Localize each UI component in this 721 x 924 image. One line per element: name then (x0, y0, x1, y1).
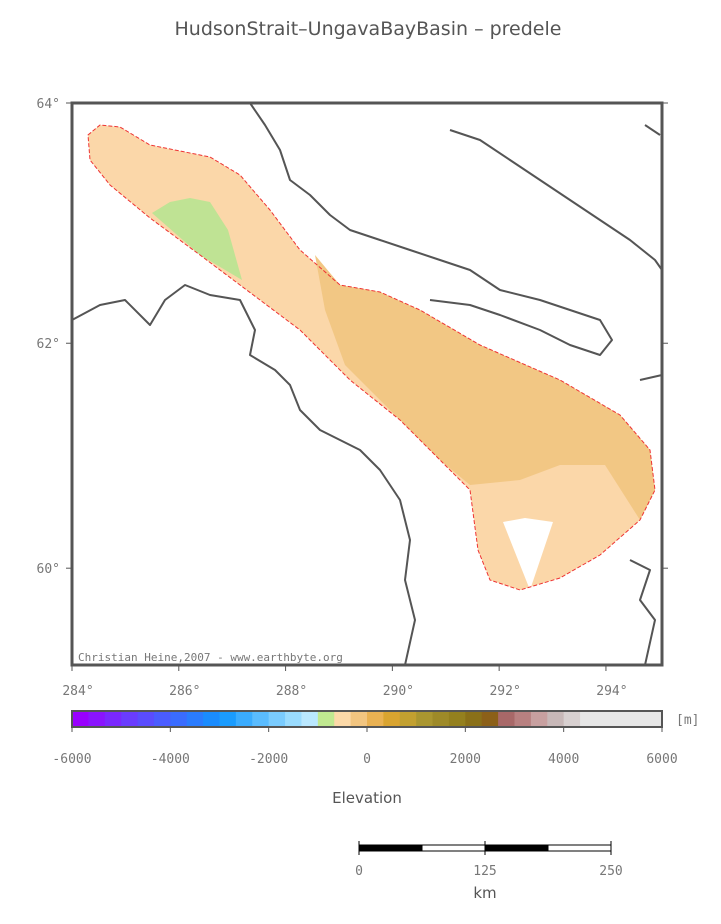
colorbar-swatch (170, 711, 188, 727)
colorbar-swatch (186, 711, 204, 727)
coastline (249, 102, 613, 356)
lat-label: 60° (37, 562, 60, 577)
basin-shallow (152, 198, 242, 280)
lon-label: 290° (383, 684, 414, 699)
coastline (629, 124, 663, 666)
lon-label: 284° (62, 684, 93, 699)
colorbar-swatch (645, 711, 663, 727)
colorbar-swatch (367, 711, 384, 727)
colorbar-swatch (498, 711, 515, 727)
colorbar-swatch (399, 711, 417, 727)
colorbar-swatch (317, 711, 335, 727)
colorbar-swatch (547, 711, 565, 727)
colorbar-swatch (383, 711, 401, 727)
colorbar-swatch (563, 711, 581, 727)
lat-label: 64° (37, 97, 60, 112)
scale-tick-label: 0 (355, 864, 363, 879)
colorbar-swatch (465, 711, 483, 727)
basin-outline (87, 124, 656, 591)
colorbar: -6000 -4000 -2000 0 2000 4000 6000 (52, 710, 678, 767)
colorbar-swatch (153, 711, 171, 727)
colorbar-swatch (448, 711, 466, 727)
basin-hole (503, 518, 553, 590)
lon-label: 292° (489, 684, 520, 699)
scale-bar: 0 125 250 (355, 841, 623, 879)
colorbar-tick-label: 0 (363, 752, 371, 767)
scale-segment (358, 844, 423, 852)
colorbar-tick-label: 4000 (548, 752, 579, 767)
scale-segment (421, 844, 486, 852)
colorbar-swatch (121, 711, 139, 727)
colorbar-swatch (416, 711, 434, 727)
scale-tick-label: 125 (473, 864, 496, 879)
lat-label: 62° (37, 337, 60, 352)
map: Christian Heine,2007 - www.earthbyte.org (70, 101, 664, 667)
colorbar-tick-label: 2000 (450, 752, 481, 767)
colorbar-swatch (235, 711, 253, 727)
colorbar-tick-label: -2000 (249, 752, 288, 767)
colorbar-swatch (629, 711, 647, 727)
colorbar-label: Elevation (332, 789, 402, 807)
colorbar-swatch (203, 711, 220, 727)
colorbar-swatch (72, 711, 89, 727)
lon-label: 294° (596, 684, 627, 699)
colorbar-swatch (432, 711, 450, 727)
basin-deep (315, 255, 655, 520)
colorbar-swatch (252, 711, 270, 727)
lon-label: 288° (276, 684, 307, 699)
colorbar-swatch (301, 711, 319, 727)
colorbar-tick-label: -4000 (151, 752, 190, 767)
scale-segment (484, 844, 549, 852)
colorbar-swatch (104, 711, 122, 727)
colorbar-swatch (596, 711, 614, 727)
scale-unit: km (473, 884, 496, 902)
colorbar-swatch (514, 711, 532, 727)
colorbar-swatch (481, 711, 499, 727)
colorbar-swatch (219, 711, 237, 727)
colorbar-swatch (612, 711, 630, 727)
scale-tick-label: 250 (599, 864, 622, 879)
title: HudsonStrait–UngavaBayBasin – predele (175, 18, 562, 40)
colorbar-swatch (334, 711, 352, 727)
scale-segment (547, 844, 612, 852)
coastline (71, 284, 416, 666)
colorbar-swatch (88, 711, 106, 727)
coastline (449, 129, 663, 271)
colorbar-unit: [m] (676, 713, 699, 728)
colorbar-swatch (350, 711, 368, 727)
map-frame (70, 101, 664, 667)
colorbar-tick-label: -6000 (52, 752, 91, 767)
credit: Christian Heine,2007 - www.earthbyte.org (78, 651, 343, 664)
colorbar-tick-label: 6000 (646, 752, 677, 767)
colorbar-swatch (137, 711, 155, 727)
colorbar-swatch (268, 711, 286, 727)
colorbar-swatch (285, 711, 302, 727)
lon-label: 286° (169, 684, 200, 699)
colorbar-swatch (530, 711, 548, 727)
colorbar-swatch (580, 711, 597, 727)
